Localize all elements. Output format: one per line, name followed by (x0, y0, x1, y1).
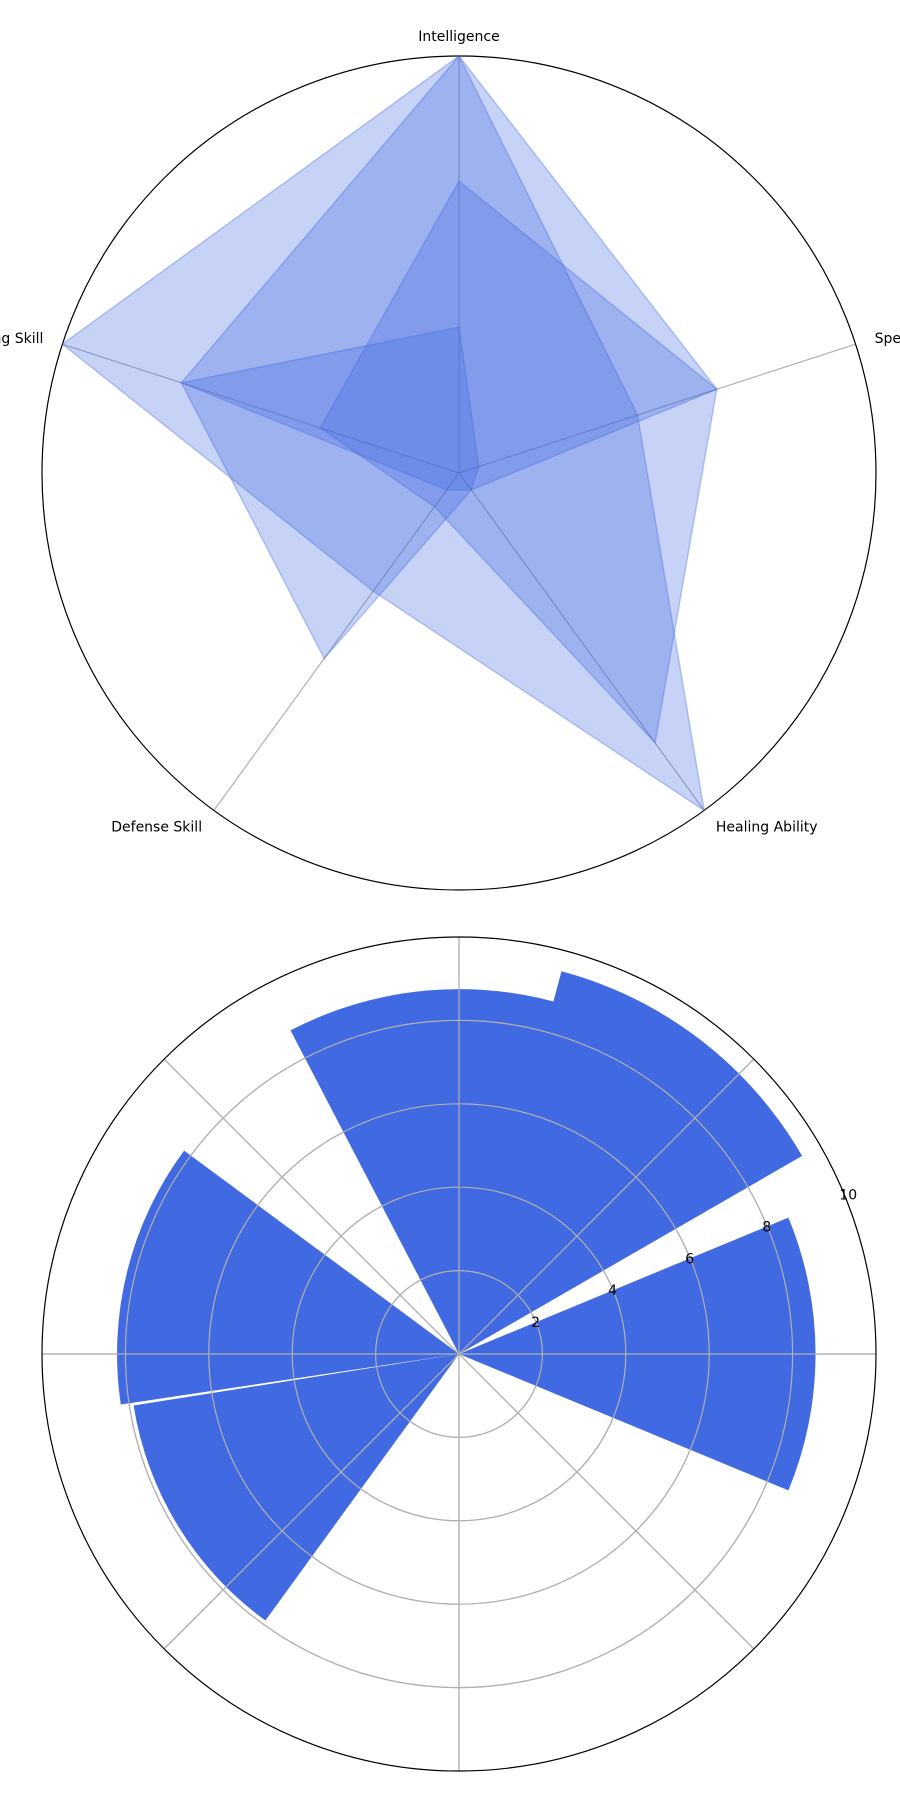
radar-label-summoning-skill: Summoning Skill (0, 331, 43, 347)
theta-grid-over-315 (458, 1353, 755, 1650)
radar-label-defense-skill: Defense Skill (111, 820, 202, 836)
radar-label-spell-power: Spell Power (875, 331, 900, 347)
radar-series-4 (180, 54, 718, 660)
polar-bar-4 (117, 1150, 460, 1405)
theta-grid-over-225 (163, 1353, 460, 1650)
radar-spoke-defense-skill (213, 472, 460, 811)
radar-series-1 (61, 54, 706, 812)
polar-bar-5 (133, 1354, 459, 1621)
radar-spoke-healing-ability (458, 472, 705, 811)
radar-chart: Intelligence Spell Power Healing Ability De… (0, 29, 900, 891)
radar-label-intelligence: Intelligence (418, 29, 499, 45)
theta-grid-over-45 (458, 1058, 755, 1355)
radar-spoke-spell-power (458, 343, 856, 474)
polar-outer-circle (41, 936, 877, 1772)
rtick-label-8: 8 (762, 1219, 771, 1235)
radar-label-healing-ability: Healing Ability (716, 820, 818, 836)
polar-bar-3 (290, 989, 569, 1354)
radar-outer-circle (41, 55, 877, 891)
rtick-label-6: 6 (685, 1251, 694, 1267)
radar-spoke-summoning-skill (62, 343, 460, 474)
rtick-label-10: 10 (839, 1187, 857, 1203)
theta-grid-over-135 (163, 1058, 460, 1355)
radar-series-3 (178, 326, 480, 491)
rtick-label-4: 4 (608, 1283, 617, 1299)
rtick-label-2: 2 (531, 1315, 540, 1331)
radar-series-2 (319, 179, 718, 745)
polar-bar-chart: 2 4 6 8 10 (41, 936, 877, 1772)
